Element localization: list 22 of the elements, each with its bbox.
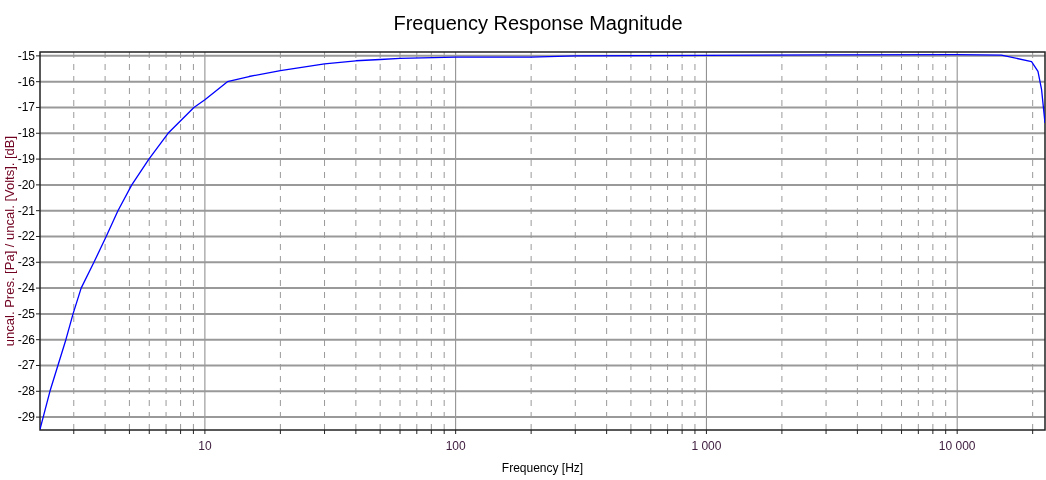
y-tick-label: -29 <box>17 410 36 425</box>
y-tick-label: -22 <box>17 229 36 244</box>
y-tick-label: -21 <box>17 203 36 218</box>
y-axis-title: uncal. Pres. [Pa] / uncal. [Volts]. [dB] <box>2 135 17 347</box>
x-axis-title: Frequency [Hz] <box>501 461 584 475</box>
y-tick-label: -20 <box>17 177 36 192</box>
x-tick-label: 10 <box>198 439 212 453</box>
y-tick-label: -19 <box>17 152 36 167</box>
y-tick-label: -18 <box>17 126 36 141</box>
y-tick-label: -23 <box>17 255 36 270</box>
y-tick-label: -28 <box>17 384 36 399</box>
x-tick-label: 100 <box>445 439 466 453</box>
x-tick-label: 1 000 <box>691 439 722 453</box>
y-tick-label: -24 <box>17 281 36 296</box>
y-tick-label: -17 <box>17 100 36 115</box>
y-tick-label: -16 <box>17 74 36 89</box>
y-tick-label: -26 <box>17 332 36 347</box>
chart-title: Frequency Response Magnitude <box>393 12 683 34</box>
y-tick-label: -25 <box>17 306 36 321</box>
y-tick-label: -15 <box>17 48 36 63</box>
y-tick-label: -27 <box>17 358 36 373</box>
x-tick-label: 10 000 <box>938 439 976 453</box>
